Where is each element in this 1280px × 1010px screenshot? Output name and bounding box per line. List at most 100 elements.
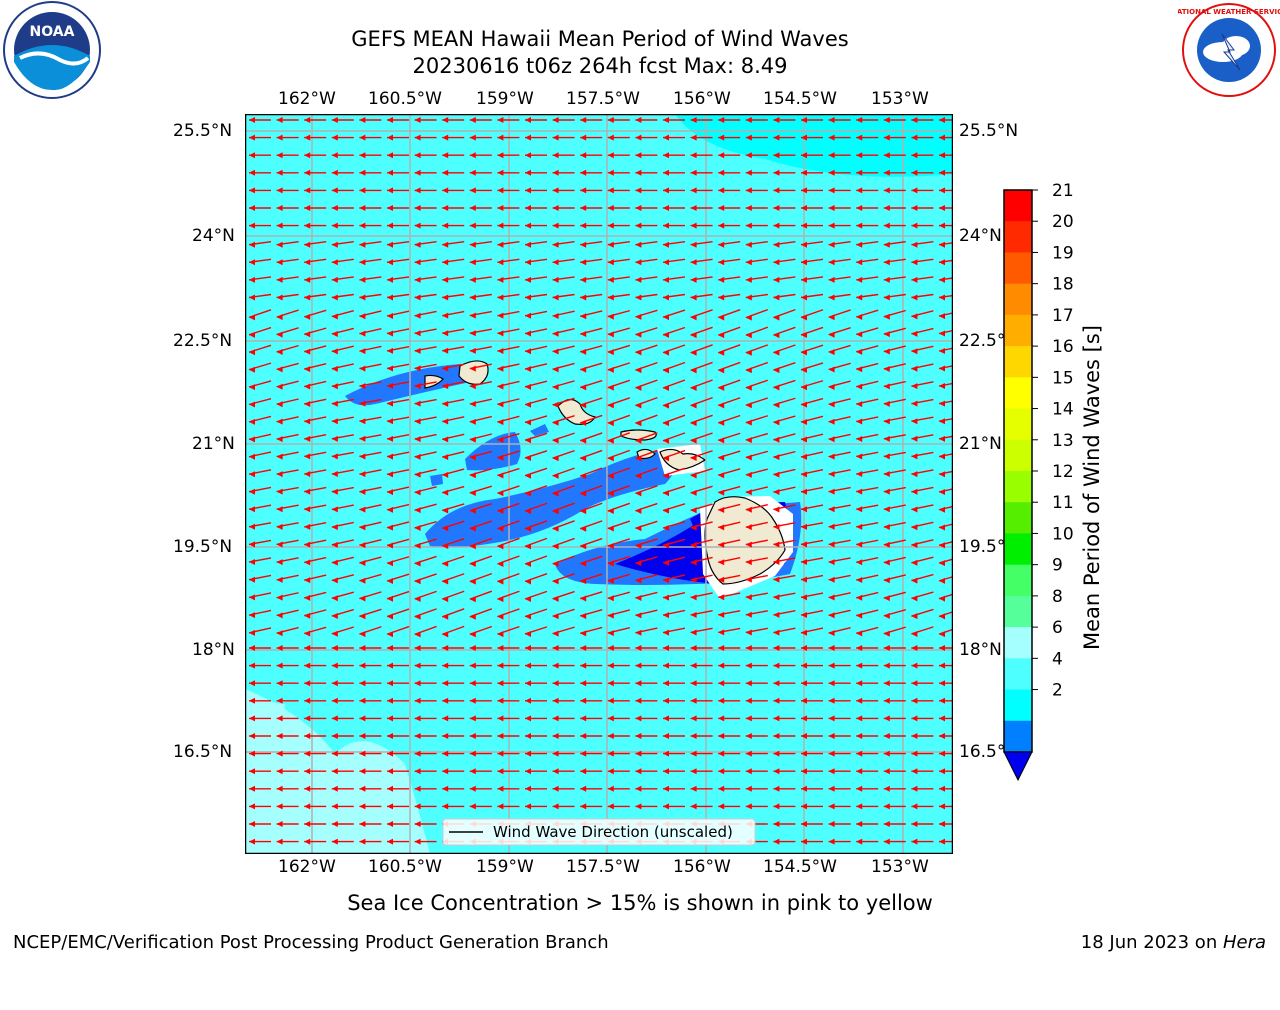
wind-wave-arrow-head bbox=[276, 630, 283, 637]
wind-wave-arrow-head bbox=[331, 541, 338, 548]
wind-wave-arrow-head bbox=[828, 241, 835, 248]
wind-wave-arrow-head bbox=[856, 435, 863, 442]
wind-wave-arrow-head bbox=[497, 596, 504, 603]
colorbar-label: Mean Period of Wind Waves [s] bbox=[1080, 325, 1104, 650]
wind-wave-arrow-head bbox=[469, 205, 476, 211]
wind-wave-arrow-head bbox=[304, 400, 311, 407]
wind-wave-arrow-head bbox=[856, 331, 863, 338]
wind-wave-arrow-head bbox=[663, 577, 669, 584]
wind-wave-arrow-head bbox=[856, 541, 863, 548]
wind-wave-arrow-head bbox=[718, 419, 725, 426]
wind-wave-arrow-head bbox=[773, 611, 780, 618]
wind-wave-arrow-head bbox=[249, 541, 255, 548]
wind-wave-arrow-head bbox=[276, 383, 283, 390]
wind-wave-arrow-head bbox=[663, 152, 669, 159]
wind-wave-arrow-head bbox=[745, 187, 752, 194]
wind-wave-arrow-head bbox=[635, 222, 642, 229]
wind-wave-arrow-head bbox=[828, 594, 835, 601]
wind-wave-arrow-head bbox=[690, 507, 697, 514]
wind-wave-arrow-head bbox=[690, 715, 697, 722]
wind-wave-arrow-head bbox=[856, 733, 863, 739]
wind-wave-arrow-head bbox=[331, 222, 338, 229]
wind-wave-arrow-head bbox=[552, 419, 559, 426]
wind-wave-arrow-head bbox=[607, 331, 614, 338]
wind-wave-arrow-head bbox=[718, 367, 725, 374]
wind-wave-arrow-head bbox=[939, 471, 945, 478]
wind-wave-arrow-head bbox=[635, 612, 642, 619]
wind-wave-arrow-head bbox=[801, 152, 807, 159]
wind-wave-arrow-head bbox=[552, 294, 559, 301]
wind-wave-arrow-head bbox=[856, 523, 863, 530]
wind-wave-arrow-head bbox=[663, 507, 669, 514]
wind-wave-arrow-head bbox=[525, 490, 531, 497]
wind-wave-arrow-head bbox=[525, 680, 531, 687]
wind-wave-arrow-head bbox=[828, 630, 835, 637]
wind-wave-arrow-head bbox=[690, 367, 697, 374]
wind-wave-arrow-head bbox=[304, 331, 311, 338]
wind-wave-arrow-head bbox=[580, 134, 587, 141]
wind-wave-arrow-head bbox=[442, 560, 449, 567]
wind-wave-arrow-head bbox=[745, 384, 752, 391]
wind-wave-arrow-head bbox=[331, 117, 338, 123]
wind-wave-arrow-head bbox=[442, 383, 449, 390]
wind-wave-arrow-head bbox=[552, 401, 559, 408]
colorbar-tick-label: 13 bbox=[1052, 431, 1074, 451]
wind-wave-arrow-head bbox=[690, 542, 697, 549]
wind-wave-arrow-head bbox=[607, 715, 614, 722]
wind-wave-arrow-head bbox=[690, 785, 697, 792]
wind-wave-arrow-head bbox=[414, 134, 421, 141]
wind-wave-arrow-head bbox=[745, 222, 752, 229]
wind-wave-arrow-head bbox=[469, 560, 476, 567]
wind-wave-arrow-head bbox=[801, 506, 807, 513]
wind-wave-arrow-head bbox=[331, 152, 338, 159]
wind-wave-arrow-head bbox=[469, 750, 476, 757]
wind-wave-arrow-head bbox=[663, 645, 669, 651]
wind-wave-arrow-head bbox=[442, 680, 449, 687]
wind-wave-arrow-head bbox=[828, 169, 835, 176]
wind-wave-arrow-head bbox=[663, 117, 669, 123]
wind-wave-arrow-head bbox=[690, 489, 697, 496]
colorbar-block bbox=[1004, 190, 1032, 222]
bottom-lon-tick: 156°W bbox=[673, 857, 731, 877]
wind-wave-arrow-head bbox=[745, 594, 752, 601]
wind-wave-arrow-head bbox=[580, 785, 587, 792]
wind-wave-arrow-head bbox=[276, 453, 283, 460]
wind-wave-arrow-head bbox=[939, 577, 945, 584]
wind-wave-arrow-head bbox=[939, 348, 945, 355]
wind-wave-arrow-head bbox=[607, 645, 614, 651]
wind-wave-arrow-head bbox=[580, 715, 587, 722]
wind-wave-arrow-head bbox=[635, 241, 642, 248]
wind-wave-arrow-head bbox=[718, 768, 725, 775]
wind-wave-arrow-head bbox=[359, 506, 366, 513]
wind-wave-arrow-head bbox=[580, 117, 587, 123]
wind-wave-arrow-head bbox=[552, 384, 559, 391]
wind-wave-arrow-head bbox=[387, 241, 393, 248]
wind-wave-arrow-head bbox=[359, 383, 366, 390]
wind-wave-arrow-head bbox=[304, 348, 311, 355]
wind-wave-arrow-head bbox=[828, 541, 835, 548]
wind-wave-arrow-head bbox=[525, 697, 531, 704]
wind-wave-arrow-head bbox=[249, 152, 255, 159]
wind-wave-arrow-head bbox=[607, 525, 614, 532]
wind-wave-arrow-head bbox=[497, 383, 504, 390]
wind-wave-arrow-head bbox=[304, 313, 311, 320]
wind-wave-arrow-head bbox=[911, 453, 918, 460]
wind-wave-arrow-head bbox=[580, 662, 587, 669]
wind-wave-arrow-head bbox=[718, 384, 725, 391]
wind-wave-arrow-head bbox=[331, 365, 338, 372]
wind-wave-arrow-head bbox=[552, 697, 559, 704]
wind-wave-arrow-head bbox=[304, 821, 311, 827]
wind-wave-arrow-head bbox=[801, 594, 807, 601]
wind-wave-arrow-head bbox=[414, 276, 421, 283]
wind-wave-arrow-head bbox=[718, 134, 725, 141]
wind-wave-arrow-head bbox=[414, 697, 421, 704]
wind-wave-arrow-head bbox=[718, 402, 725, 409]
wind-wave-arrow-head bbox=[442, 785, 449, 792]
right-lat-tick: 24°N bbox=[959, 226, 1002, 246]
wind-wave-arrow-head bbox=[773, 419, 780, 426]
wind-wave-arrow-head bbox=[718, 803, 725, 810]
wind-wave-arrow-head bbox=[856, 577, 863, 584]
wind-wave-arrow-head bbox=[525, 259, 531, 266]
wind-wave-arrow-head bbox=[801, 276, 807, 283]
wind-wave-arrow-head bbox=[276, 134, 283, 141]
